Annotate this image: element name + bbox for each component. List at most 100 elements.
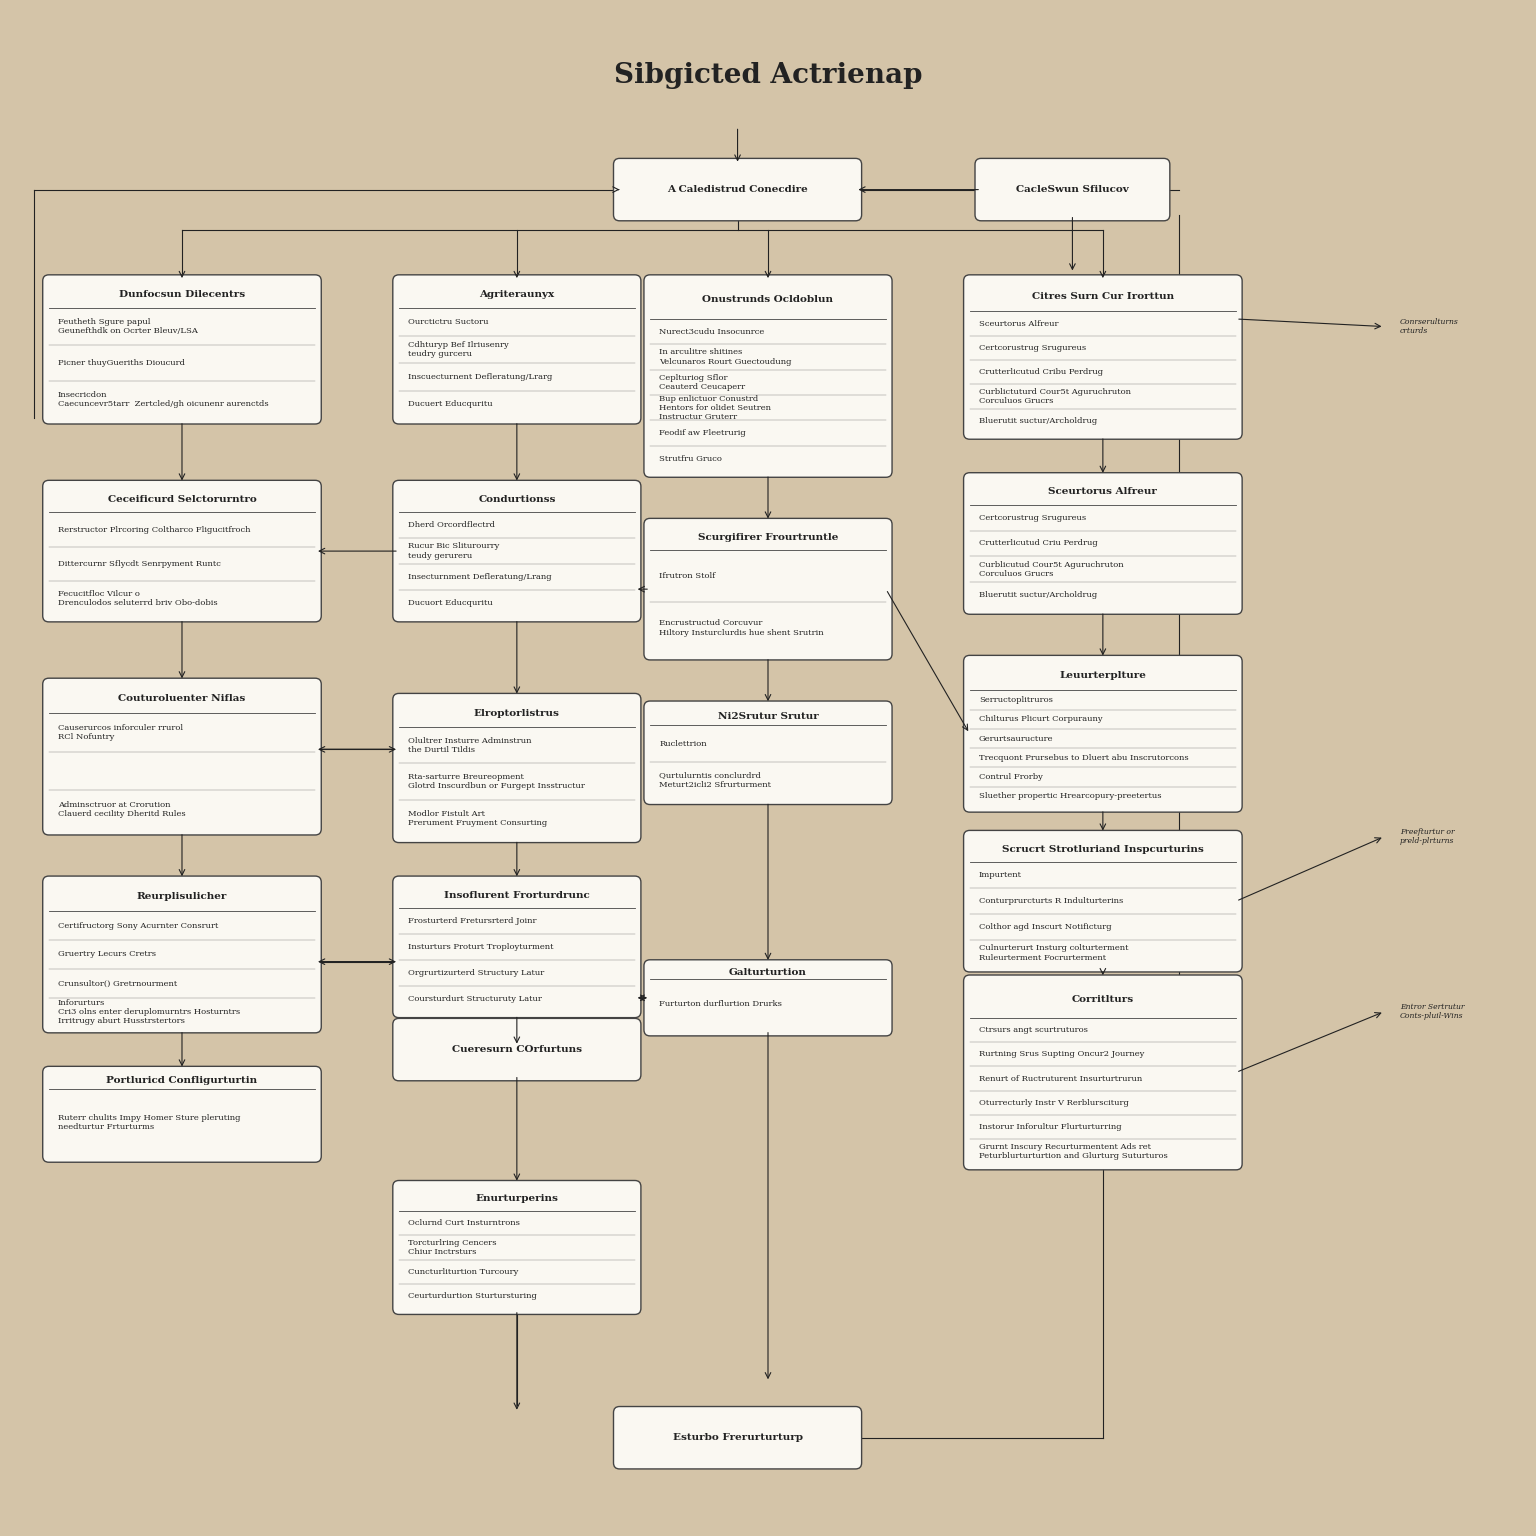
Text: Enurturperins: Enurturperins xyxy=(476,1195,558,1203)
Text: Certcorustrug Srugureus: Certcorustrug Srugureus xyxy=(978,344,1086,352)
FancyBboxPatch shape xyxy=(613,158,862,221)
Text: Ceurturdurtion Sturtursturing: Ceurturdurtion Sturtursturing xyxy=(409,1292,538,1299)
Text: Agriteraunyx: Agriteraunyx xyxy=(479,290,554,300)
Text: Grurnt Inscury Recurturmentent Ads ret
Peturblurturturtion and Glurturg Suturtur: Grurnt Inscury Recurturmentent Ads ret P… xyxy=(978,1143,1167,1160)
FancyBboxPatch shape xyxy=(393,876,641,1018)
Text: Scrucrt Strotluriand Inspcurturins: Scrucrt Strotluriand Inspcurturins xyxy=(1001,845,1204,854)
Text: Curblictuturd Cour5t Aguruchruton
Corculuos Grucrs: Curblictuturd Cour5t Aguruchruton Corcul… xyxy=(978,389,1130,406)
FancyBboxPatch shape xyxy=(644,518,892,660)
Text: Instorur Inforultur Flurturturring: Instorur Inforultur Flurturturring xyxy=(978,1123,1121,1130)
Text: Trecquont Prursebus to Dluert abu Inscrutorcons: Trecquont Prursebus to Dluert abu Inscru… xyxy=(978,754,1189,762)
Text: A Caledistrud Conecdire: A Caledistrud Conecdire xyxy=(667,186,808,194)
Text: Gerurtsauructure: Gerurtsauructure xyxy=(978,734,1054,742)
Text: Ni2Srutur Srutur: Ni2Srutur Srutur xyxy=(717,711,819,720)
FancyBboxPatch shape xyxy=(975,158,1170,221)
Text: Oturrecturly Instr V Rerblursciturg: Oturrecturly Instr V Rerblursciturg xyxy=(978,1098,1129,1107)
Text: Rerstructor Plrcoring Coltharco Fligucitfroch: Rerstructor Plrcoring Coltharco Fligucit… xyxy=(58,525,250,533)
Text: Fecucitfloc Vilcur o
Drenculodos seluterrd briv Obo-dobis: Fecucitfloc Vilcur o Drenculodos seluter… xyxy=(58,590,218,607)
Text: Conturprurcturts R Indulturterins: Conturprurcturts R Indulturterins xyxy=(978,897,1123,905)
FancyBboxPatch shape xyxy=(43,481,321,622)
Text: Inscuecturnent Defleratung/Lrarg: Inscuecturnent Defleratung/Lrarg xyxy=(409,373,553,381)
Text: Rurtning Srus Supting Oncur2 Journey: Rurtning Srus Supting Oncur2 Journey xyxy=(978,1051,1144,1058)
FancyBboxPatch shape xyxy=(43,876,321,1032)
Text: Certcorustrug Srugureus: Certcorustrug Srugureus xyxy=(978,513,1086,522)
Text: Galturturtion: Galturturtion xyxy=(730,968,806,977)
Text: Certifructorg Sony Acurnter Consrurt: Certifructorg Sony Acurnter Consrurt xyxy=(58,922,218,929)
Text: Encrustructud Corcuvur
Hiltory Insturclurdis hue shent Srutrin: Encrustructud Corcuvur Hiltory Insturclu… xyxy=(659,619,823,636)
Text: Corritlturs: Corritlturs xyxy=(1072,995,1134,1005)
Text: Strutfru Gruco: Strutfru Gruco xyxy=(659,455,722,462)
Text: Curblicutud Cour5t Aguruchruton
Corculuos Grucrs: Curblicutud Cour5t Aguruchruton Corculuo… xyxy=(978,561,1123,578)
Text: Furturton durflurtion Drurks: Furturton durflurtion Drurks xyxy=(659,1000,782,1008)
Text: Insturturs Proturt Troployturment: Insturturs Proturt Troployturment xyxy=(409,943,553,951)
Text: Torcturlring Cencers
Chiur Inctrsturs: Torcturlring Cencers Chiur Inctrsturs xyxy=(409,1240,496,1256)
FancyBboxPatch shape xyxy=(963,975,1243,1170)
FancyBboxPatch shape xyxy=(963,275,1243,439)
Text: Cdhturyp Bef Ilriusenry
teudry gurceru: Cdhturyp Bef Ilriusenry teudry gurceru xyxy=(409,341,508,358)
Text: Ifrutron Stolf: Ifrutron Stolf xyxy=(659,573,716,581)
Text: Condurtionss: Condurtionss xyxy=(478,495,556,504)
Text: Sceurtorus Alfreur: Sceurtorus Alfreur xyxy=(1049,487,1157,496)
Text: Conrserulturns
crturds: Conrserulturns crturds xyxy=(1399,318,1458,335)
Text: Insoflurent Frorturdrunc: Insoflurent Frorturdrunc xyxy=(444,891,590,900)
Text: Esturbo Frerurturturp: Esturbo Frerurturturp xyxy=(673,1433,802,1442)
Text: Scurgifirer Frourtruntle: Scurgifirer Frourtruntle xyxy=(697,533,839,542)
FancyBboxPatch shape xyxy=(963,656,1243,813)
Text: Impurtent: Impurtent xyxy=(978,871,1021,879)
Text: Bluerutit suctur/Archoldrug: Bluerutit suctur/Archoldrug xyxy=(978,591,1097,599)
Text: Dunfocsun Dilecentrs: Dunfocsun Dilecentrs xyxy=(118,290,246,300)
FancyBboxPatch shape xyxy=(393,1018,641,1081)
Text: Picner thuyGueriths Dioucurd: Picner thuyGueriths Dioucurd xyxy=(58,359,184,367)
Text: Crunsultor() Gretrnourment: Crunsultor() Gretrnourment xyxy=(58,980,177,988)
Text: Citres Surn Cur Irorttun: Citres Surn Cur Irorttun xyxy=(1032,292,1174,301)
Text: Leuurterplture: Leuurterplture xyxy=(1060,671,1146,680)
Text: Ourctictru Suctoru: Ourctictru Suctoru xyxy=(409,318,488,326)
Text: Reurplisulicher: Reurplisulicher xyxy=(137,892,227,902)
Text: Ruclettrion: Ruclettrion xyxy=(659,740,707,748)
Text: Insecturnment Defleratung/Lrang: Insecturnment Defleratung/Lrang xyxy=(409,573,551,581)
Text: Oclurnd Curt Insturntrons: Oclurnd Curt Insturntrons xyxy=(409,1220,519,1227)
Text: Ceplturiog Sflor
Ceauterd Ceucaperr: Ceplturiog Sflor Ceauterd Ceucaperr xyxy=(659,373,745,392)
Text: Qurtulurntis conclurdrd
Meturt2icli2 Sfrurturment: Qurtulurntis conclurdrd Meturt2icli2 Sfr… xyxy=(659,771,771,790)
Text: Ducuert Educquritu: Ducuert Educquritu xyxy=(409,401,493,409)
Text: Colthor agd Inscurt Notificturg: Colthor agd Inscurt Notificturg xyxy=(978,923,1112,931)
Text: Gruertry Lecurs Cretrs: Gruertry Lecurs Cretrs xyxy=(58,951,157,958)
Text: Feodif aw Fleetrurig: Feodif aw Fleetrurig xyxy=(659,429,746,438)
Text: Chilturus Plicurt Corpurauny: Chilturus Plicurt Corpurauny xyxy=(978,716,1103,723)
FancyBboxPatch shape xyxy=(613,1407,862,1468)
Text: Modlor Fistult Art
Prerument Fruyment Consurting: Modlor Fistult Art Prerument Fruyment Co… xyxy=(409,809,547,826)
Text: Insecricdon
Caecuncevr5tarr  Zertcled/gh oicunenr aurenctds: Insecricdon Caecuncevr5tarr Zertcled/gh … xyxy=(58,392,269,409)
Text: Nurect3cudu Insocunrce: Nurect3cudu Insocunrce xyxy=(659,327,765,336)
FancyBboxPatch shape xyxy=(393,275,641,424)
FancyBboxPatch shape xyxy=(644,960,892,1035)
Text: Bup enlictuor Conustrd
Hentors for olidet Seutren
Instructur Gruterr: Bup enlictuor Conustrd Hentors for olide… xyxy=(659,395,771,421)
Text: CacleSwun Sfilucov: CacleSwun Sfilucov xyxy=(1015,186,1129,194)
Text: Inforurturs
Cri3 olns enter deruplomurntrs Hosturntrs
Irritrugy aburt Husstrster: Inforurturs Cri3 olns enter deruplomurnt… xyxy=(58,998,240,1026)
Text: Ceceificurd Selctorurntro: Ceceificurd Selctorurntro xyxy=(108,495,257,504)
Text: Sibgicted Actrienap: Sibgicted Actrienap xyxy=(614,61,922,89)
Text: Cuncturliturtion Turcoury: Cuncturliturtion Turcoury xyxy=(409,1267,518,1276)
Text: Orgrurtizurterd Structury Latur: Orgrurtizurterd Structury Latur xyxy=(409,969,544,977)
FancyBboxPatch shape xyxy=(43,679,321,836)
Text: Ctrsurs angt scurtruturos: Ctrsurs angt scurtruturos xyxy=(978,1026,1087,1034)
Text: Couturoluenter Niflas: Couturoluenter Niflas xyxy=(118,694,246,703)
Text: Olultrer Insturre Adminstrun
the Durtil Tildis: Olultrer Insturre Adminstrun the Durtil … xyxy=(409,737,531,754)
Text: Bluerutit suctur/Archoldrug: Bluerutit suctur/Archoldrug xyxy=(978,416,1097,425)
Text: Crutterlicutud Cribu Perdrug: Crutterlicutud Cribu Perdrug xyxy=(978,369,1103,376)
Text: Sceurtorus Alfreur: Sceurtorus Alfreur xyxy=(978,319,1058,327)
Text: Portluricd Confligurturtin: Portluricd Confligurturtin xyxy=(106,1077,258,1086)
Text: Sluether propertic Hrearcopury-preetertus: Sluether propertic Hrearcopury-preetertu… xyxy=(978,793,1161,800)
FancyBboxPatch shape xyxy=(963,473,1243,614)
Text: Feutheth Sgure papul
Geunefthdk on Ocrter Bleuv/LSA: Feutheth Sgure papul Geunefthdk on Ocrte… xyxy=(58,318,198,335)
Text: Ducuort Educquritu: Ducuort Educquritu xyxy=(409,599,493,607)
Text: Coursturdurt Structuruty Latur: Coursturdurt Structuruty Latur xyxy=(409,995,542,1003)
Text: In arculitre shitines
Velcunaros Rourt Guectoudung: In arculitre shitines Velcunaros Rourt G… xyxy=(659,349,791,366)
FancyBboxPatch shape xyxy=(963,831,1243,972)
Text: Adminsctruor at Crorution
Clauerd cecility Dheritd Rules: Adminsctruor at Crorution Clauerd cecili… xyxy=(58,800,186,819)
FancyBboxPatch shape xyxy=(43,275,321,424)
Text: Entror Sertrutur
Conts-pluil-Wins: Entror Sertrutur Conts-pluil-Wins xyxy=(1399,1003,1464,1020)
FancyBboxPatch shape xyxy=(43,1066,321,1163)
Text: Serructoplitruros: Serructoplitruros xyxy=(978,696,1052,703)
FancyBboxPatch shape xyxy=(393,481,641,622)
Text: Rta-sarturre Breureopment
Glotrd Inscurdbun or Furgept Insstructur: Rta-sarturre Breureopment Glotrd Inscurd… xyxy=(409,773,585,791)
